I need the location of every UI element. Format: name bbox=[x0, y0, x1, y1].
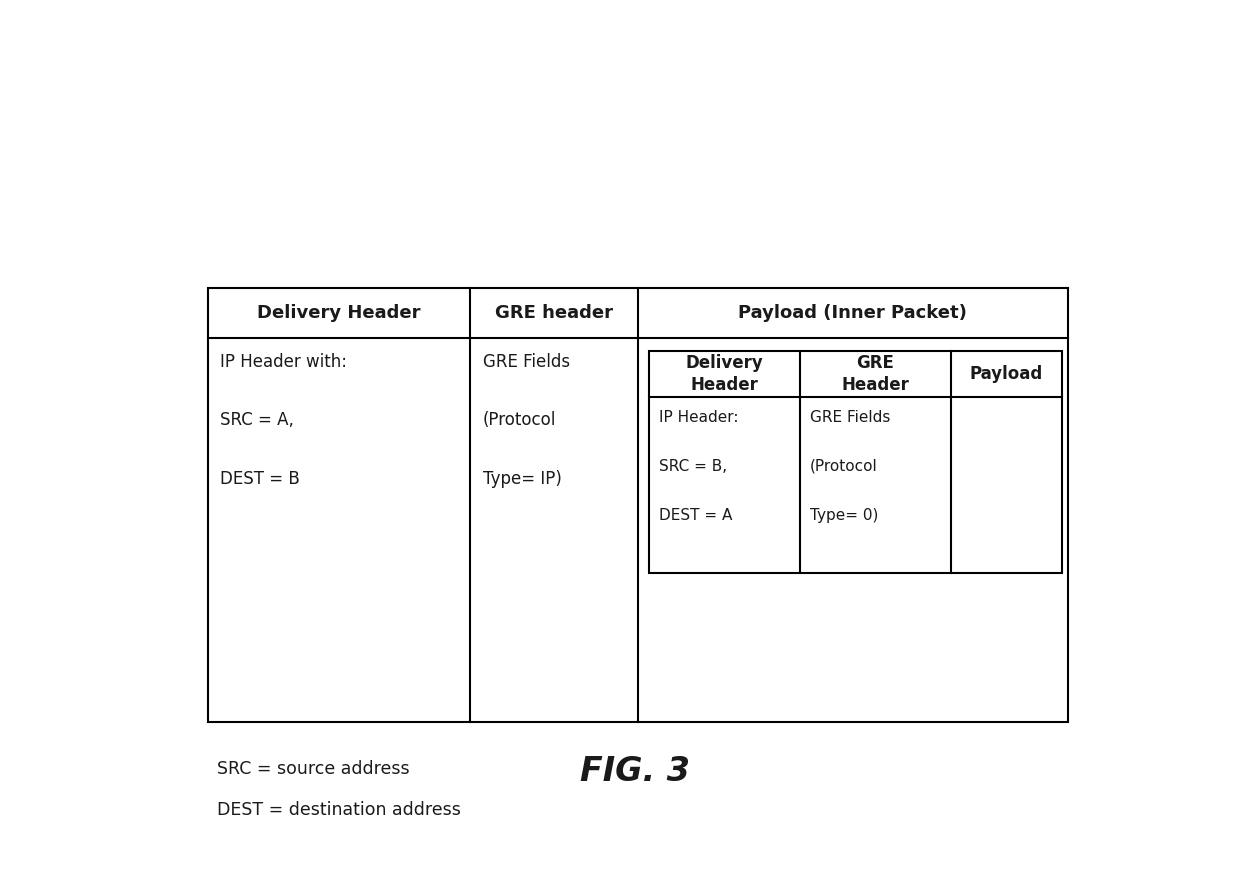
Bar bbox=[650, 351, 1063, 574]
Text: FIG. 3: FIG. 3 bbox=[580, 755, 691, 788]
Text: GRE header: GRE header bbox=[495, 304, 613, 321]
Text: GRE Fields

(Protocol

Type= IP): GRE Fields (Protocol Type= IP) bbox=[482, 353, 570, 488]
Text: Delivery
Header: Delivery Header bbox=[686, 354, 764, 394]
Text: GRE Fields

(Protocol

Type= 0): GRE Fields (Protocol Type= 0) bbox=[810, 409, 890, 523]
Text: DEST = destination address: DEST = destination address bbox=[217, 801, 461, 819]
Text: SRC = source address: SRC = source address bbox=[217, 759, 410, 778]
Text: Delivery Header: Delivery Header bbox=[257, 304, 420, 321]
Text: IP Header with:

SRC = A,

DEST = B: IP Header with: SRC = A, DEST = B bbox=[221, 353, 347, 488]
Text: Payload (Inner Packet): Payload (Inner Packet) bbox=[739, 304, 967, 321]
Bar bbox=[208, 288, 1068, 722]
Text: Payload: Payload bbox=[970, 365, 1043, 383]
Text: GRE
Header: GRE Header bbox=[842, 354, 909, 394]
Text: IP Header:

SRC = B,

DEST = A: IP Header: SRC = B, DEST = A bbox=[658, 409, 739, 523]
